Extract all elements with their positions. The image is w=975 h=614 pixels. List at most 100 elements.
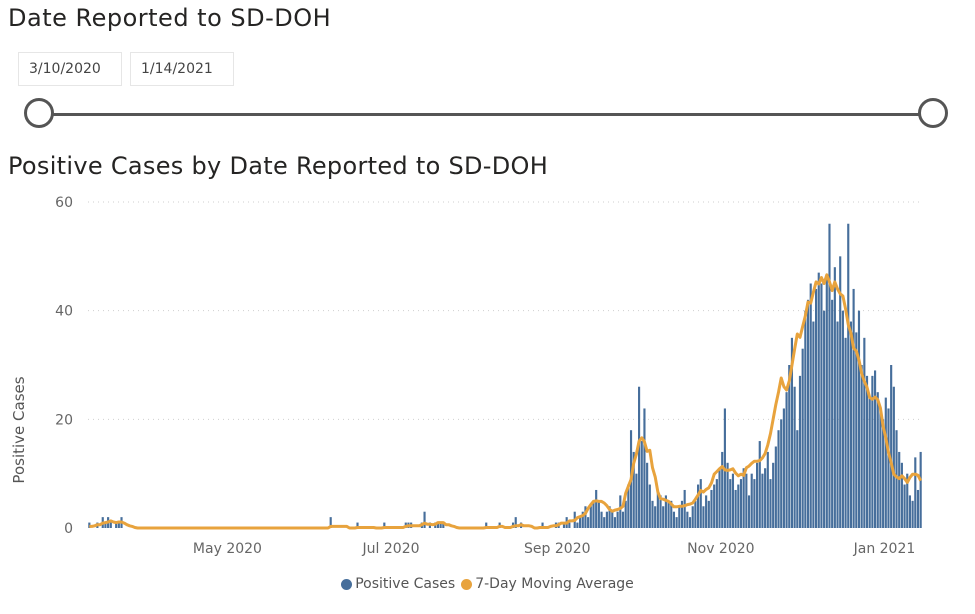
bar-series-swatch — [341, 578, 353, 590]
bar — [801, 348, 804, 528]
bar — [849, 321, 853, 528]
bar — [514, 517, 517, 528]
date-range-track[interactable] — [40, 113, 935, 116]
bar — [707, 500, 710, 528]
bar — [624, 500, 627, 528]
bar — [868, 397, 871, 528]
legend-item-positive-cases[interactable]: Positive Cases — [341, 576, 455, 592]
bar — [847, 223, 850, 528]
bar — [115, 522, 118, 528]
bar — [785, 392, 788, 528]
chart-title: Positive Cases by Date Reported to SD-DO… — [8, 152, 549, 180]
bar — [855, 332, 858, 528]
bar — [857, 310, 861, 528]
end-date-input[interactable]: 1/14/2021 — [130, 52, 234, 86]
bar — [900, 462, 903, 528]
bar — [670, 500, 673, 528]
bar — [828, 223, 831, 528]
bar — [646, 462, 649, 528]
bar — [683, 489, 686, 528]
bar — [721, 451, 724, 528]
bar — [702, 506, 705, 528]
bar — [442, 522, 445, 528]
bar — [906, 473, 909, 528]
bar — [879, 408, 882, 528]
bar — [825, 278, 828, 528]
moving-average-line — [89, 273, 923, 530]
x-tick-label: May 2020 — [193, 541, 262, 557]
bar — [729, 479, 732, 528]
bar — [831, 299, 834, 528]
bar — [911, 500, 914, 528]
bar — [659, 495, 662, 528]
bar — [576, 522, 579, 528]
bar — [793, 386, 796, 528]
bar — [688, 517, 692, 528]
bar — [656, 489, 659, 528]
bar — [562, 522, 566, 528]
bar — [731, 473, 735, 528]
bar — [737, 484, 740, 528]
bar — [863, 337, 866, 528]
bar — [638, 386, 641, 528]
legend: Positive Cases 7-Day Moving Average — [0, 576, 975, 592]
bar — [914, 457, 917, 528]
bar — [777, 430, 780, 528]
y-axis-title: Positive Cases — [10, 376, 28, 483]
start-date-input[interactable]: 3/10/2020 — [18, 52, 122, 86]
range-end-handle[interactable] — [918, 98, 948, 128]
bar — [852, 288, 855, 528]
x-tick-label: Sep 2020 — [524, 541, 590, 557]
range-start-handle[interactable] — [24, 98, 54, 128]
bar — [916, 489, 920, 528]
bar — [584, 506, 587, 528]
bar — [769, 479, 772, 528]
bar — [788, 365, 791, 528]
bar — [809, 283, 812, 528]
legend-item-moving-average[interactable]: 7-Day Moving Average — [461, 576, 634, 592]
bar — [804, 310, 807, 528]
bar — [919, 451, 922, 528]
bar — [865, 375, 869, 528]
bar — [423, 511, 426, 528]
bar — [739, 479, 743, 528]
bar — [579, 517, 582, 528]
bar — [844, 337, 847, 528]
bar — [860, 365, 863, 528]
bar — [750, 473, 753, 528]
line-series-swatch — [461, 578, 473, 590]
bar — [798, 375, 802, 528]
bar — [841, 310, 844, 528]
bar — [772, 462, 775, 528]
bar — [764, 468, 767, 528]
bar — [774, 446, 777, 528]
bar — [117, 522, 120, 528]
bar — [887, 408, 890, 528]
y-tick-label: 40 — [55, 304, 73, 320]
bar — [747, 495, 751, 528]
bar — [383, 522, 386, 528]
bar — [890, 365, 893, 528]
bar — [635, 473, 638, 528]
bar — [705, 495, 708, 528]
bar — [678, 506, 681, 528]
bar — [820, 283, 823, 528]
bar — [756, 462, 759, 528]
bar — [597, 500, 600, 528]
bar — [616, 511, 619, 528]
bar — [621, 511, 625, 528]
bar — [662, 506, 665, 528]
bar — [884, 397, 887, 528]
bar — [908, 495, 912, 528]
bar-series — [88, 223, 922, 528]
bar — [675, 517, 678, 528]
bar — [790, 337, 794, 528]
bar — [817, 272, 820, 528]
slicer-title: Date Reported to SD-DOH — [8, 4, 332, 32]
bar — [595, 489, 598, 528]
y-tick-label: 20 — [55, 412, 73, 428]
bar — [654, 506, 657, 528]
bar — [823, 310, 826, 528]
bar — [871, 375, 874, 528]
legend-label-moving-average: 7-Day Moving Average — [475, 576, 634, 592]
